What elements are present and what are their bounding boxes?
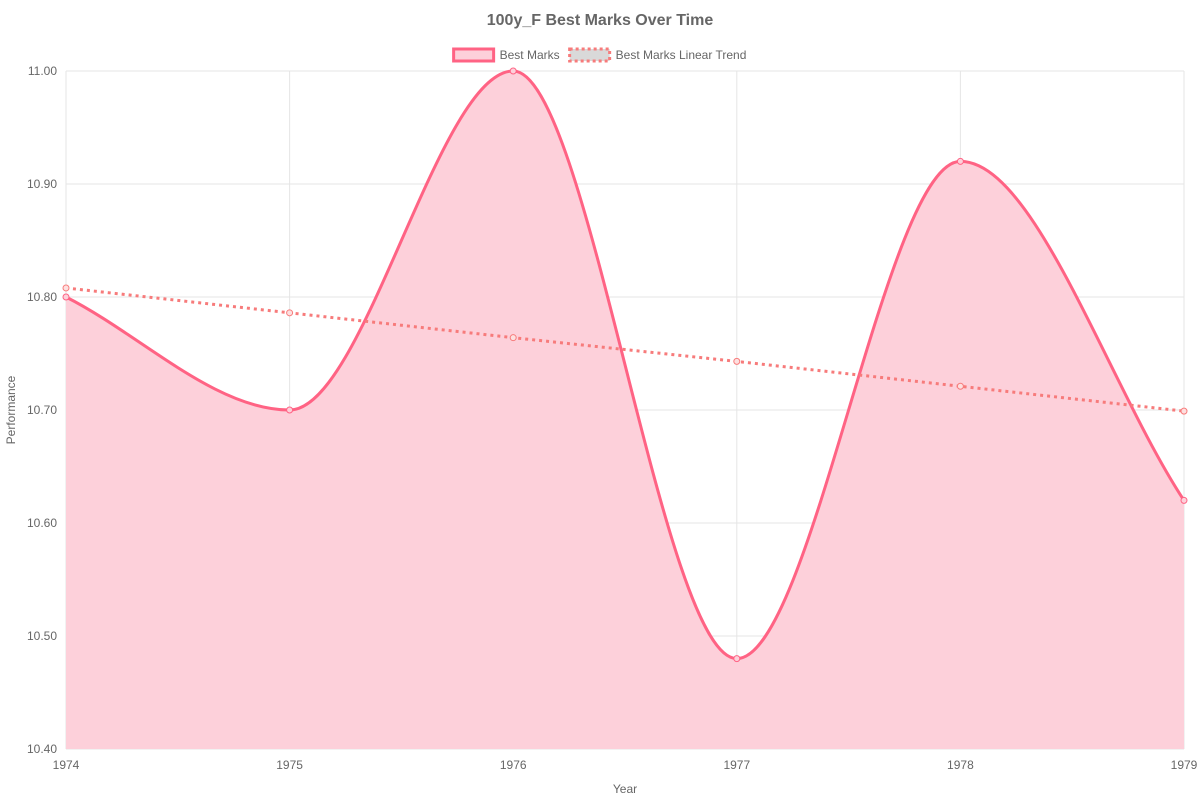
data-point[interactable] [509, 67, 517, 75]
series-area [66, 71, 1184, 749]
x-tick-label: 1979 [1171, 758, 1198, 772]
data-point[interactable] [286, 309, 294, 317]
data-point[interactable] [956, 382, 964, 390]
x-tick-label: 1978 [947, 758, 974, 772]
data-point[interactable] [1180, 496, 1188, 504]
y-axis-title: Performance [4, 375, 18, 444]
series-line [65, 69, 1186, 661]
legend-swatch [568, 47, 612, 63]
legend-item-1[interactable]: Best Marks Linear Trend [568, 47, 747, 63]
legend: Best Marks Best Marks Linear Trend [452, 47, 747, 63]
data-point[interactable] [733, 357, 741, 365]
x-axis-title: Year [613, 782, 637, 796]
data-point[interactable] [62, 293, 70, 301]
x-tick-label: 1977 [723, 758, 750, 772]
y-tick-label: 10.60 [27, 516, 57, 530]
y-tick-label: 10.90 [27, 177, 57, 191]
y-axis-ticks: 10.40 10.50 10.60 10.70 10.80 10.90 11.00 [27, 64, 57, 756]
y-tick-label: 11.00 [28, 64, 57, 78]
y-tick-label: 10.40 [27, 742, 57, 756]
chart-title: 100y_F Best Marks Over Time [487, 12, 714, 29]
legend-swatch [452, 47, 496, 63]
series-layer [62, 67, 1188, 749]
data-point[interactable] [956, 157, 964, 165]
y-tick-label: 10.70 [27, 403, 57, 417]
series-line [65, 286, 1185, 413]
data-point[interactable] [733, 655, 741, 663]
x-axis-ticks: 1974 1975 1976 1977 1978 1979 [53, 758, 1198, 772]
y-tick-label: 10.80 [27, 290, 57, 304]
legend-item-0[interactable]: Best Marks [452, 47, 560, 63]
y-tick-label: 10.50 [27, 629, 57, 643]
x-tick-label: 1975 [276, 758, 303, 772]
data-point[interactable] [509, 334, 517, 342]
x-tick-label: 1974 [53, 758, 80, 772]
data-point[interactable] [286, 406, 294, 414]
series-0 [62, 67, 1188, 749]
data-point[interactable] [1180, 407, 1188, 415]
legend-label: Best Marks [500, 48, 560, 62]
x-tick-label: 1976 [500, 758, 527, 772]
series-1 [62, 284, 1188, 415]
legend-label: Best Marks Linear Trend [616, 48, 747, 62]
data-point[interactable] [62, 284, 70, 292]
